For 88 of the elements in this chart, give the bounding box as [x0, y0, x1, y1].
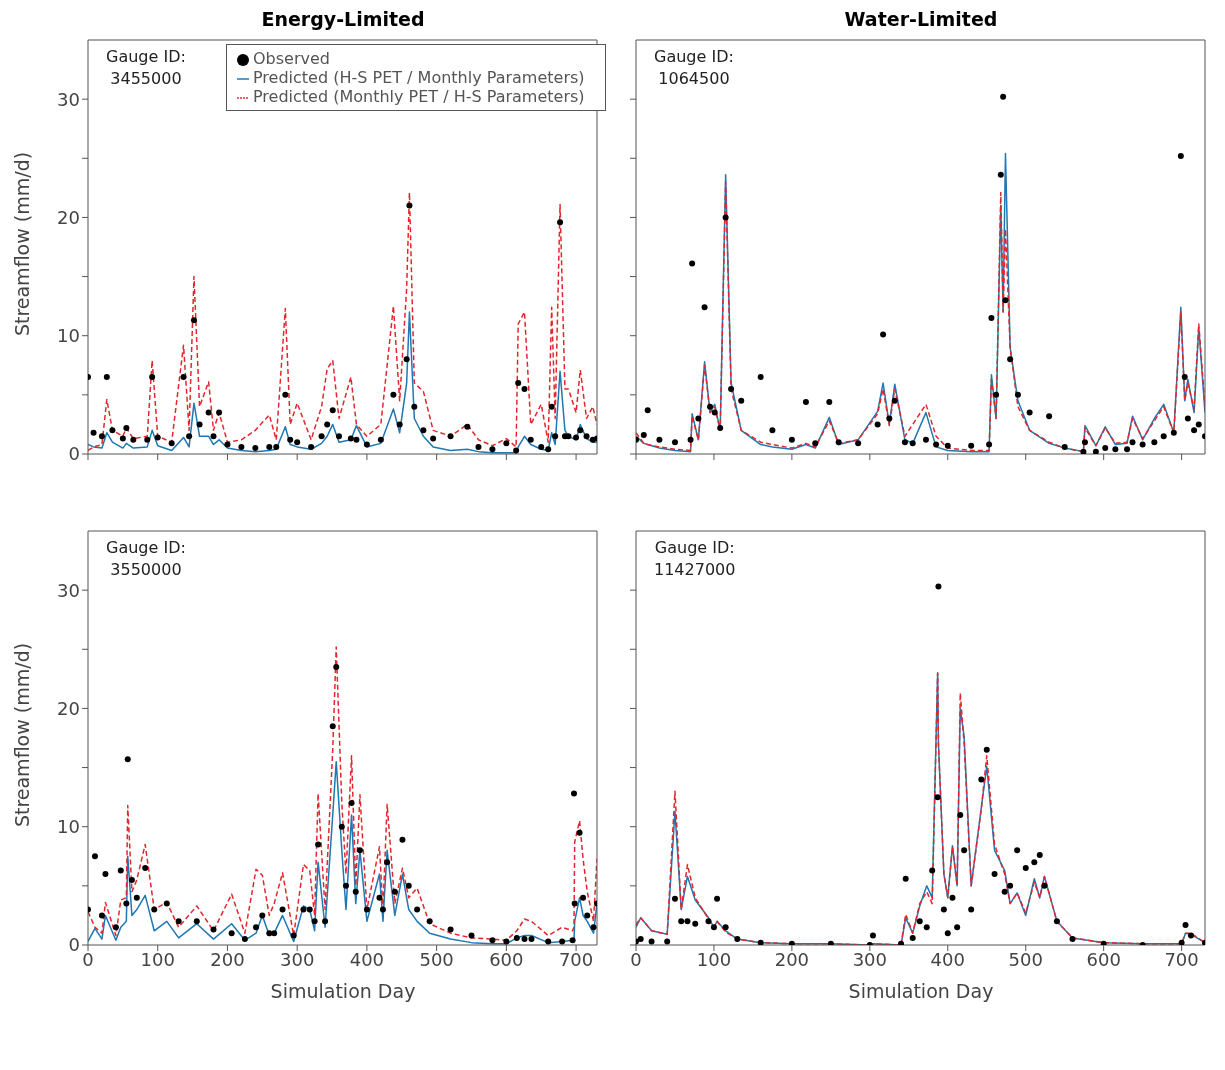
annotation: 3550000 — [109, 559, 183, 581]
point — [944, 930, 951, 937]
point — [1178, 939, 1185, 945]
point — [1041, 882, 1048, 889]
annotation: 3455000 — [109, 68, 183, 90]
annotation: Gauge ID: — [654, 46, 734, 68]
annotation: Gauge ID: — [106, 46, 186, 68]
point — [1182, 921, 1189, 928]
y-tick-label: 20 — [57, 697, 80, 719]
point — [923, 924, 930, 931]
annotation: 11427000 — [654, 559, 736, 581]
point — [714, 895, 721, 902]
point — [929, 867, 936, 874]
x-tick-label: 200 — [210, 948, 245, 970]
x-tick-label: 100 — [696, 948, 732, 970]
y-tick-label: 30 — [57, 579, 80, 601]
legend-label: Predicted (H-S PET / Monthly Parameters) — [253, 68, 585, 87]
point — [1187, 932, 1194, 939]
point — [1001, 888, 1008, 895]
x-tick-label: 200 — [774, 948, 810, 970]
y-tick-label: 0 — [68, 443, 80, 465]
annotation: Gauge ID: — [654, 537, 736, 559]
point — [940, 906, 947, 913]
x-tick-label: 300 — [280, 948, 315, 970]
point — [671, 895, 678, 902]
x-tick-label: 500 — [1008, 948, 1043, 970]
point — [710, 924, 717, 931]
y-tick-label: 10 — [57, 325, 80, 347]
y-axis-title: Streamflow (mm/d) — [11, 151, 33, 337]
y-tick-label: 30 — [57, 88, 80, 110]
x-tick-label: 400 — [349, 948, 385, 970]
point — [757, 939, 764, 945]
point — [978, 776, 985, 783]
point — [705, 918, 712, 925]
point — [1069, 936, 1076, 943]
x-tick-label: 600 — [489, 948, 524, 970]
point — [1031, 859, 1038, 866]
point — [827, 940, 834, 945]
point — [869, 932, 876, 939]
chart-title: Energy-Limited — [260, 8, 426, 32]
y-axis-title: Streamflow (mm/d) — [11, 642, 33, 828]
point — [684, 918, 691, 925]
x-tick-label: 600 — [1086, 948, 1121, 970]
point — [1022, 865, 1029, 872]
point — [637, 936, 644, 943]
point — [1007, 882, 1014, 889]
point — [734, 936, 741, 943]
x-tick-label: 0 — [82, 948, 94, 970]
point — [954, 924, 961, 931]
x-tick-label: 500 — [419, 948, 454, 970]
x-axis-title: Simulation Day — [269, 980, 417, 1004]
y-tick-label: 20 — [57, 206, 80, 228]
point — [788, 940, 795, 945]
x-tick-label: 100 — [140, 948, 175, 970]
legend-label: Predicted (Monthly PET / H-S Parameters) — [253, 87, 585, 106]
point — [902, 875, 909, 882]
y-tick-label: 10 — [57, 816, 80, 838]
point — [692, 920, 699, 927]
legend-label: Observed — [253, 49, 330, 68]
chart-title: Water-Limited — [843, 8, 999, 32]
annotation: 1064500 — [657, 68, 731, 90]
x-tick-label: 400 — [930, 948, 965, 970]
point — [1014, 847, 1021, 854]
point — [991, 871, 998, 878]
y-tick-label: 0 — [68, 934, 80, 956]
point — [957, 811, 964, 818]
point — [949, 894, 956, 901]
x-tick-label: 700 — [558, 948, 594, 970]
x-axis-title: Simulation Day — [847, 980, 995, 1004]
x-tick-label: 700 — [1164, 948, 1199, 970]
point — [1053, 918, 1060, 925]
annotation: Gauge ID: — [106, 537, 186, 559]
point — [968, 906, 975, 913]
point — [648, 938, 655, 945]
point — [898, 940, 905, 945]
point — [722, 924, 729, 931]
point — [1036, 852, 1043, 859]
point — [983, 746, 990, 753]
x-tick-label: 0 — [630, 948, 642, 970]
point — [909, 934, 916, 941]
point — [1100, 940, 1107, 945]
point — [664, 938, 671, 945]
point — [935, 583, 942, 590]
point — [961, 847, 968, 854]
x-tick-label: 300 — [852, 948, 888, 970]
point — [934, 794, 941, 801]
point — [916, 918, 923, 925]
point — [678, 918, 685, 925]
